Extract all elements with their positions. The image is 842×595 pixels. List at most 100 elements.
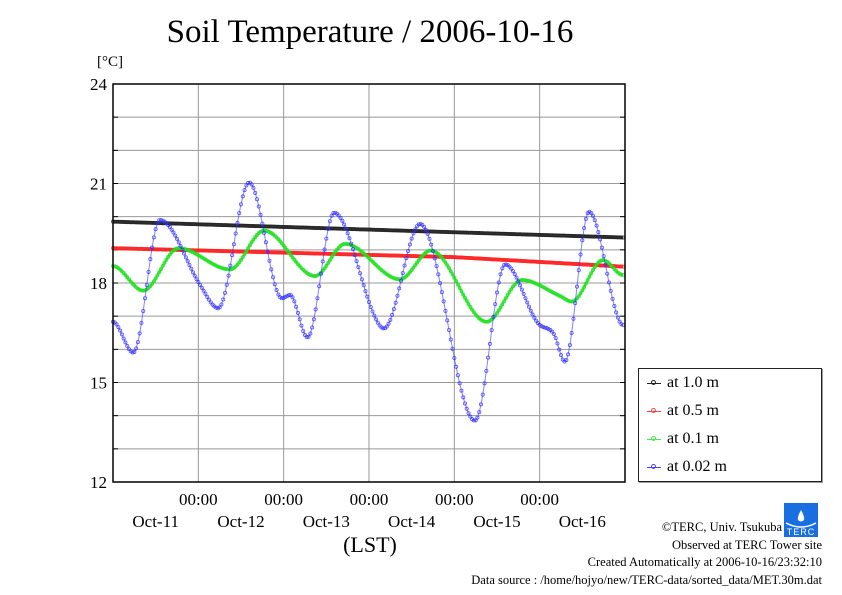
data-point <box>591 213 596 218</box>
data-point <box>470 307 475 312</box>
data-point <box>196 280 201 285</box>
data-point <box>329 213 334 218</box>
data-point <box>171 230 176 235</box>
data-point <box>583 216 588 221</box>
legend-item: at 0.5 m <box>647 402 719 420</box>
data-point <box>601 254 606 259</box>
data-point <box>139 320 144 325</box>
data-point <box>249 182 254 187</box>
data-point <box>148 257 153 262</box>
data-point <box>591 268 596 273</box>
data-point <box>308 331 313 336</box>
data-point <box>311 273 316 278</box>
data-point <box>580 288 585 293</box>
data-point <box>582 285 587 290</box>
data-point <box>496 280 501 285</box>
data-point <box>356 265 361 270</box>
data-point <box>580 238 585 243</box>
y-tick-label: 21 <box>90 175 107 194</box>
data-point <box>174 236 179 241</box>
legend-item: at 0.02 m <box>647 458 727 476</box>
data-point <box>258 212 263 217</box>
data-point <box>116 325 121 330</box>
data-point <box>559 353 564 358</box>
data-point <box>471 418 476 423</box>
data-point <box>500 266 505 271</box>
data-point <box>222 290 227 295</box>
data-point <box>519 287 524 292</box>
data-point <box>130 350 135 355</box>
data-point <box>237 211 242 216</box>
data-point <box>423 227 428 232</box>
data-point <box>567 343 572 348</box>
data-point <box>528 308 533 313</box>
data-point <box>331 252 336 257</box>
data-point <box>489 328 494 333</box>
data-point <box>448 269 453 274</box>
data-point <box>478 402 483 407</box>
data-point <box>480 392 485 397</box>
data-point <box>290 295 295 300</box>
data-point <box>249 240 254 245</box>
data-point <box>144 282 149 287</box>
data-point <box>443 308 448 313</box>
data-point <box>240 194 245 199</box>
data-point <box>192 273 197 278</box>
data-point <box>532 315 537 320</box>
data-point <box>304 335 309 340</box>
series-line-3 <box>112 182 624 421</box>
data-point <box>521 278 526 283</box>
data-point <box>237 260 242 265</box>
data-point <box>578 291 583 296</box>
data-point <box>251 185 256 190</box>
data-point <box>233 231 238 236</box>
data-point <box>173 233 178 238</box>
data-point <box>461 395 466 400</box>
data-point <box>457 381 462 386</box>
data-point <box>446 266 451 271</box>
data-point <box>432 256 437 261</box>
x-tick-day-label: Oct-15 <box>473 512 520 531</box>
data-point <box>452 275 457 280</box>
data-point <box>484 368 489 373</box>
data-point <box>253 190 258 195</box>
data-point <box>326 227 331 232</box>
data-point <box>397 286 402 291</box>
data-point <box>320 259 325 264</box>
data-point <box>294 304 299 309</box>
data-point <box>374 317 379 322</box>
legend-marker-icon <box>647 379 661 385</box>
data-point <box>608 288 613 293</box>
data-point <box>201 288 206 293</box>
data-point <box>231 242 236 247</box>
data-point <box>615 315 620 320</box>
data-point <box>306 334 311 339</box>
data-point <box>576 294 581 299</box>
data-point <box>400 271 405 276</box>
legend-item: at 1.0 m <box>647 374 719 392</box>
data-point <box>464 406 469 411</box>
data-point <box>619 264 624 269</box>
data-point <box>135 340 140 345</box>
x-tick-day-label: Oct-14 <box>388 512 436 531</box>
data-point <box>455 373 460 378</box>
data-point <box>450 346 455 351</box>
data-point <box>260 221 265 226</box>
observation-site: Observed at TERC Tower site <box>671 537 822 552</box>
data-point <box>238 202 243 207</box>
data-point <box>398 278 403 283</box>
data-point <box>310 325 315 330</box>
data-point <box>343 241 348 246</box>
data-point <box>514 275 519 280</box>
data-point <box>217 265 222 270</box>
data-point <box>315 296 320 301</box>
data-point <box>160 263 165 268</box>
x-tick-time-label: 00:00 <box>435 490 474 509</box>
data-point <box>274 288 279 293</box>
data-point <box>454 279 459 284</box>
data-point <box>292 299 297 304</box>
data-point <box>311 317 316 322</box>
legend-item: at 0.1 m <box>647 430 719 448</box>
data-point <box>217 305 222 310</box>
x-tick-time-label: 00:00 <box>520 490 559 509</box>
